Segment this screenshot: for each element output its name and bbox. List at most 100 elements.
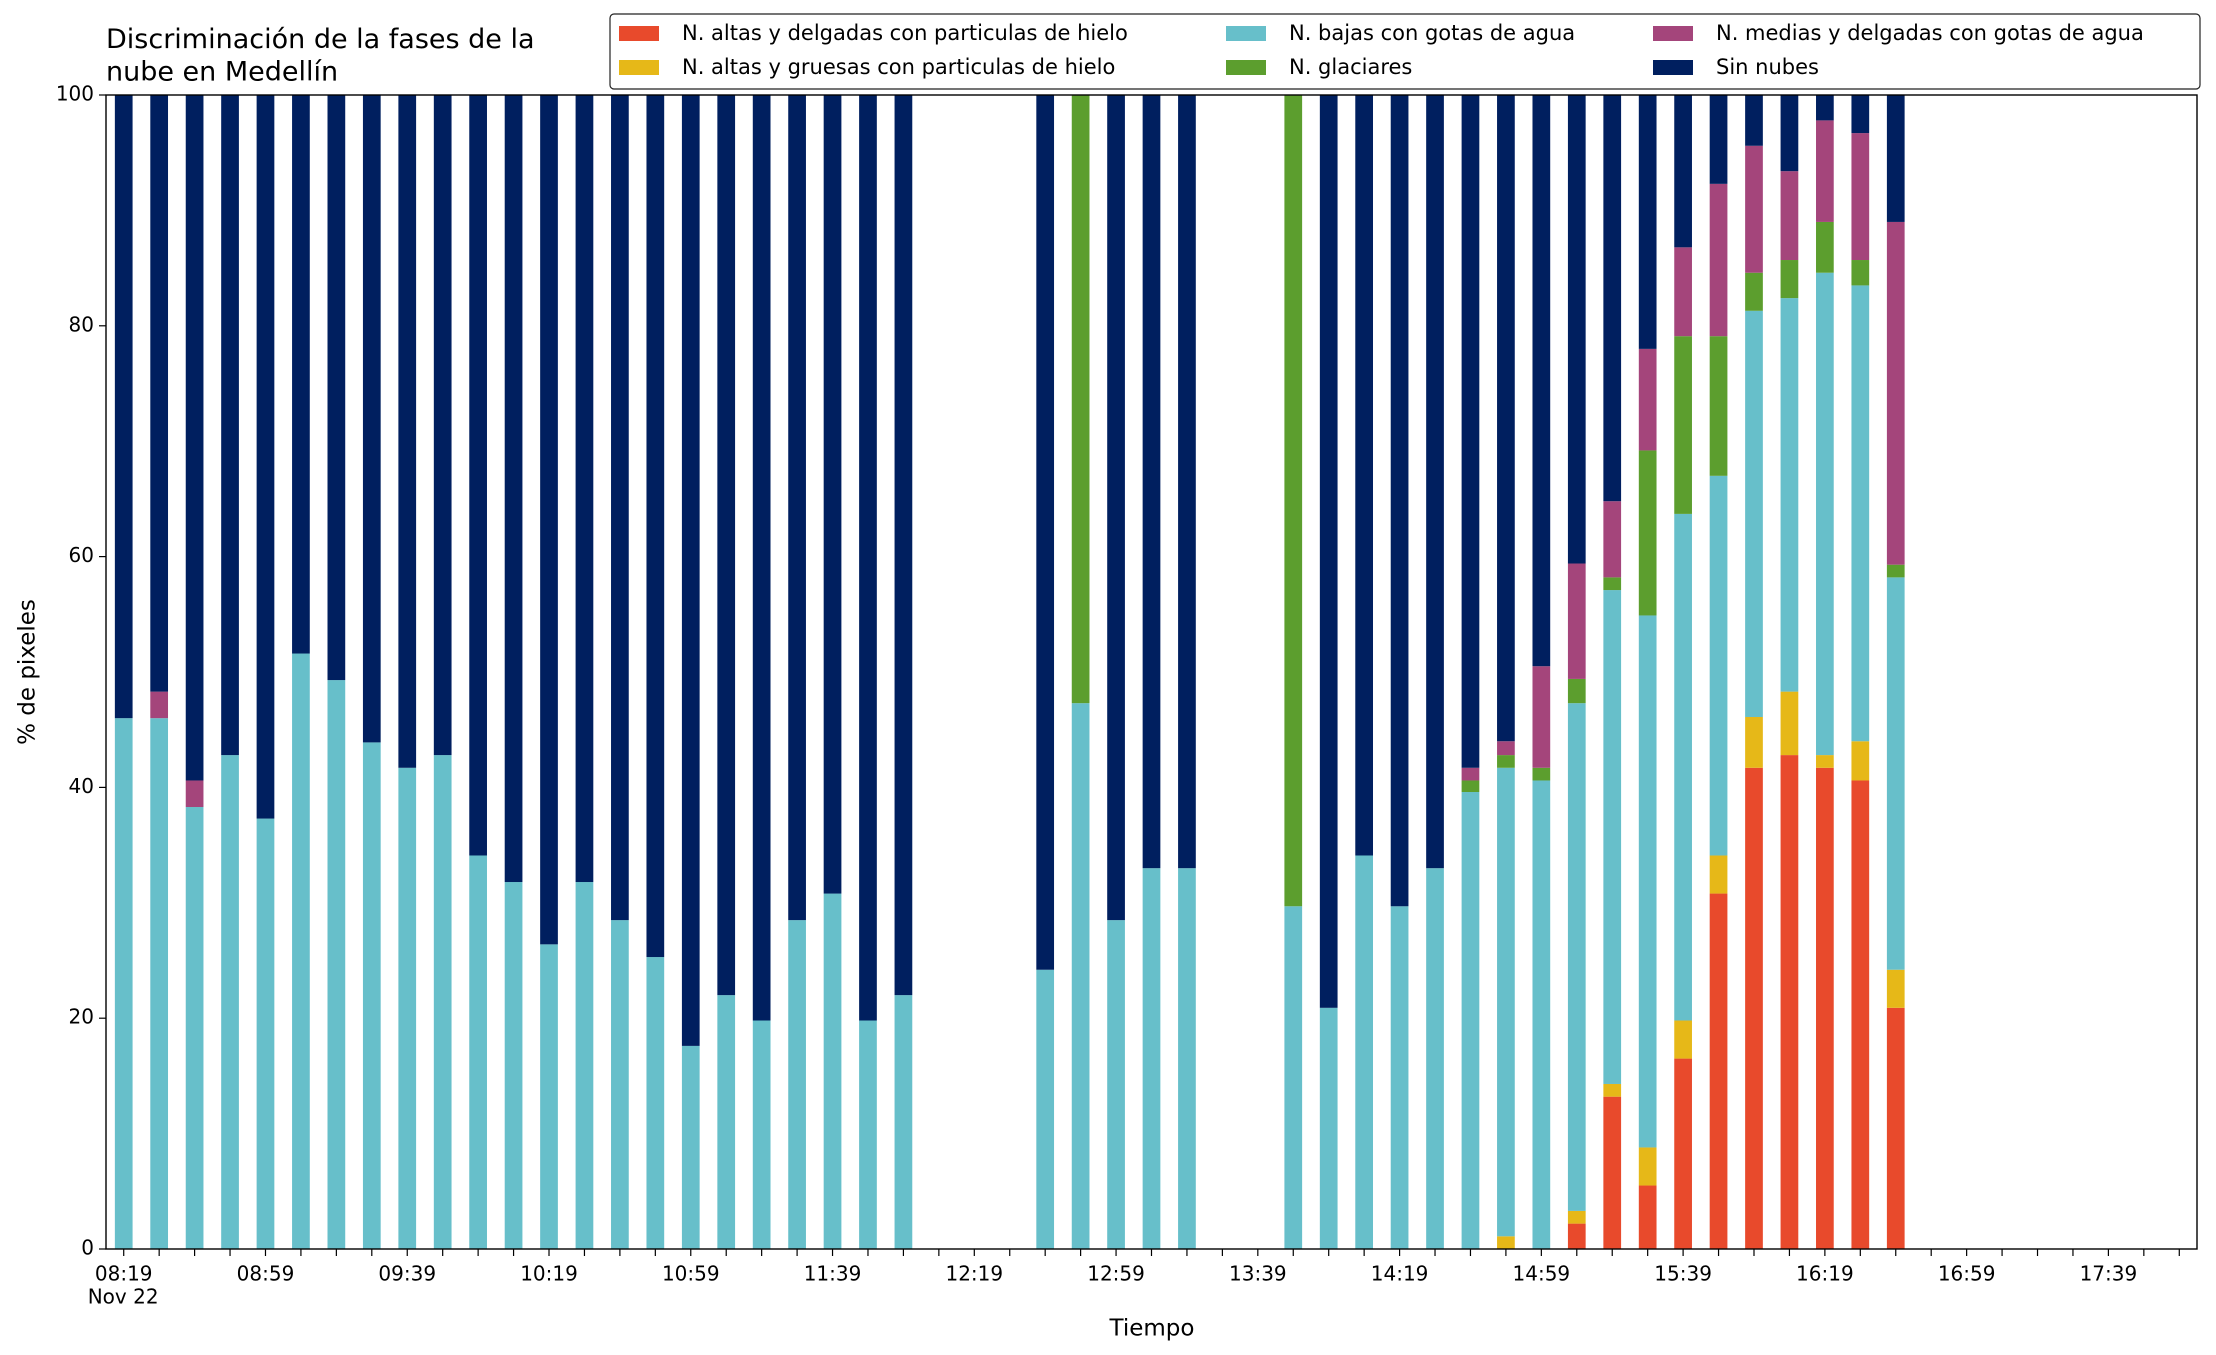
legend-label: N. glaciares (1289, 55, 1412, 79)
bar-segment (646, 95, 665, 958)
bar-segment (894, 95, 913, 996)
bar-segment (1816, 272, 1834, 756)
x-tick-label: 16:19 (1796, 1262, 1854, 1286)
bar-segment (221, 755, 239, 1249)
bar-segment (1709, 183, 1728, 337)
bar-segment (1142, 95, 1161, 869)
bar-segment (1107, 920, 1125, 1249)
bar-segment (1567, 563, 1586, 679)
bar-segment (540, 944, 558, 1249)
bar-segment (504, 882, 523, 1249)
x-tick-label: 12:19 (945, 1262, 1003, 1286)
legend-swatch (1226, 26, 1266, 41)
bar-segment (1567, 1223, 1586, 1249)
y-tick-label: 20 (69, 1005, 94, 1029)
bar-segment (1071, 95, 1090, 704)
bar-segment (1532, 95, 1551, 667)
x-tick-label: 17:39 (2080, 1262, 2138, 1286)
bar-segment (1851, 133, 1870, 261)
bar-segment (1567, 678, 1586, 704)
y-tick-label: 40 (69, 774, 94, 798)
bar-segment (469, 95, 487, 856)
bar-segment (1426, 868, 1444, 1249)
x-tick-label: 14:59 (1513, 1262, 1571, 1286)
bar-segment (1355, 855, 1374, 1249)
bar-segment (1426, 95, 1444, 869)
bar-segment (575, 95, 594, 883)
y-tick-label: 60 (69, 543, 94, 567)
bar-segment (1886, 577, 1905, 970)
bar-segment (1036, 969, 1055, 1249)
bar-segment (433, 95, 452, 756)
bar-segment (185, 95, 204, 781)
bar-segment (1674, 513, 1692, 1021)
bar-segment (185, 807, 204, 1249)
x-tick-label: 10:19 (520, 1262, 578, 1286)
bar-segment (717, 995, 736, 1249)
bar-segment (256, 95, 275, 819)
bar-segment (1638, 348, 1657, 451)
bar-segment (1532, 767, 1551, 781)
y-tick-label: 100 (56, 82, 94, 106)
legend-box (609, 13, 2201, 90)
bar-segment (1107, 95, 1125, 921)
x-tick-label: 14:19 (1371, 1262, 1429, 1286)
bar-segment (1780, 171, 1799, 261)
bar-segment (1497, 741, 1515, 756)
bar-segment (681, 95, 700, 1046)
bar-segment (1851, 285, 1870, 742)
bar-segment (1638, 450, 1657, 616)
bar-segment (292, 653, 310, 1249)
legend-label: N. altas y gruesas con particulas de hie… (682, 55, 1115, 79)
bar-segment (1497, 95, 1515, 742)
x-tick-label: 10:59 (662, 1262, 720, 1286)
legend-swatch (1226, 60, 1266, 75)
bar-segment (1178, 868, 1196, 1249)
chart-title: Discriminación de la fases de la nube en … (106, 24, 535, 87)
bar-segment (1709, 336, 1728, 476)
bar-segment (611, 95, 629, 921)
bar-segment (114, 718, 133, 1249)
bar-segment (1709, 475, 1728, 856)
bar-segment (1851, 780, 1870, 1249)
bar-segment (894, 995, 913, 1249)
x-tick-label: 15:39 (1654, 1262, 1712, 1286)
bar-segment (469, 855, 487, 1249)
bar-segment (1745, 145, 1763, 273)
x-axis-label: Tiempo (1109, 1316, 1195, 1342)
bar-segment (362, 742, 381, 1249)
legend-swatch (1653, 60, 1693, 75)
bar-segment (1851, 260, 1870, 286)
bar-segment (1780, 260, 1799, 299)
bar-segment (717, 95, 736, 996)
bar-segment (1886, 564, 1905, 578)
bar-segment (1851, 741, 1870, 781)
bar-segment (1390, 95, 1409, 907)
bar-segment (1638, 615, 1657, 1148)
bar-segment (1709, 95, 1728, 184)
bar-segment (1461, 95, 1480, 768)
bar-segment (752, 1020, 771, 1249)
bar-segment (1709, 893, 1728, 1249)
bar-segment (1816, 221, 1834, 273)
bar-segment (1567, 95, 1586, 564)
bar-segment (1638, 1147, 1657, 1186)
bar-segment (1284, 906, 1303, 1249)
bar-segment (1497, 1236, 1515, 1249)
bar-segment (1284, 95, 1303, 907)
bar-segment (1390, 906, 1409, 1249)
bar-segment (1745, 272, 1763, 311)
bar-segment (1674, 247, 1692, 337)
bar-segment (1638, 1185, 1657, 1249)
bar-segment (1603, 1096, 1622, 1249)
bar-segment (1709, 855, 1728, 894)
y-tick-label: 80 (69, 312, 94, 336)
bar-segment (327, 95, 346, 681)
bar-segment (1780, 95, 1799, 172)
bar-segment (1780, 755, 1799, 1249)
bar-segment (150, 718, 169, 1249)
bar-segment (1886, 969, 1905, 1008)
bar-segment (150, 95, 169, 692)
y-axis-label: % de pixeles (15, 599, 41, 745)
bar-segment (292, 95, 310, 654)
